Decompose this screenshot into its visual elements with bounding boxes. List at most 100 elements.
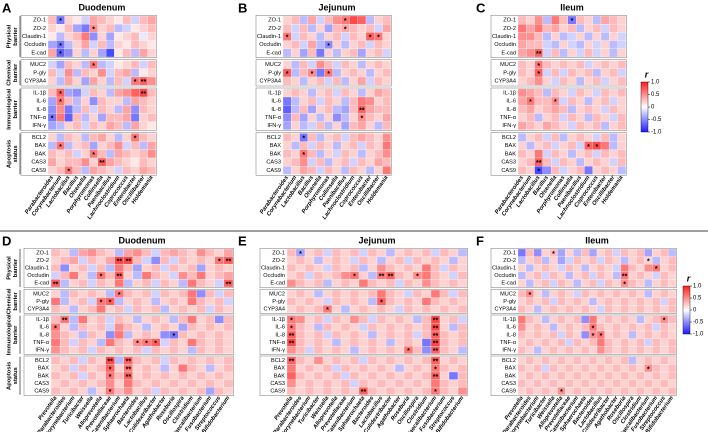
heatmap-cell — [331, 279, 342, 288]
significance-mark: ** — [536, 51, 542, 58]
heatmap-cell — [421, 315, 432, 324]
heatmap-cell — [141, 387, 152, 395]
heatmap-cell — [549, 364, 558, 373]
heatmap-cell — [581, 364, 590, 373]
significance-mark: * — [537, 63, 540, 70]
heatmap-cell — [358, 305, 369, 313]
heatmap-cell — [596, 371, 606, 380]
panel-letter: A — [2, 0, 12, 15]
heatmap-cell — [525, 338, 534, 347]
heatmap-cell — [581, 289, 590, 298]
heatmap-cell — [660, 371, 669, 380]
heatmap-cell — [282, 40, 292, 49]
row-label: IL-8 — [506, 332, 516, 338]
heatmap-cell — [316, 105, 325, 114]
heatmap-cell — [331, 338, 342, 347]
heatmap-cell — [295, 315, 306, 324]
heatmap-cell — [385, 305, 396, 313]
group-frame — [490, 14, 627, 58]
heatmap-cell — [644, 248, 653, 257]
heatmap-cell — [358, 315, 369, 324]
heatmap-cell — [331, 371, 342, 380]
heatmap-cell — [81, 24, 90, 33]
heatmap-cell — [542, 141, 552, 150]
heatmap-cell — [64, 141, 74, 150]
heatmap-cell — [541, 271, 550, 280]
heatmap-cell — [78, 379, 88, 388]
heatmap-cell — [114, 338, 124, 347]
heatmap-cell — [282, 113, 292, 122]
heatmap-cell — [439, 323, 450, 332]
heatmap-cell — [147, 68, 157, 78]
heatmap-cell — [169, 248, 179, 257]
heatmap-cell — [150, 371, 161, 380]
heatmap-cell — [448, 264, 459, 272]
heatmap-cell — [96, 323, 106, 332]
heatmap-cell — [549, 371, 558, 380]
heatmap-cell — [130, 48, 140, 58]
heatmap-cell — [412, 379, 423, 388]
heatmap-cell — [439, 356, 450, 365]
row-label: IL-6 — [39, 325, 49, 331]
heatmap-cell — [69, 248, 79, 257]
heatmap-cell — [617, 40, 627, 49]
heatmap-cell — [187, 356, 197, 365]
heatmap-cell — [600, 88, 610, 98]
heatmap-cell — [132, 271, 143, 280]
heatmap-cell — [376, 330, 387, 339]
heatmap-cell — [89, 105, 98, 114]
heatmap-cell — [374, 76, 383, 86]
heatmap-cell — [620, 338, 629, 347]
heatmap-cell — [376, 387, 387, 395]
heatmap-cell — [114, 105, 123, 114]
significance-mark: * — [286, 71, 289, 78]
heatmap-cell — [620, 297, 629, 306]
heatmap-cell — [525, 364, 534, 373]
heatmap-cell — [97, 96, 107, 106]
heatmap-cell — [223, 330, 234, 339]
heatmap-cell — [322, 279, 333, 288]
colorbar-tick-label: 0 — [651, 105, 655, 111]
row-label: IL-6 — [506, 325, 516, 331]
significance-mark: ** — [141, 91, 147, 98]
heatmap-cell — [667, 371, 677, 380]
heatmap-cell — [596, 264, 606, 272]
significance-mark: * — [311, 71, 314, 78]
heatmap-cell — [169, 305, 179, 313]
heatmap-cell — [72, 40, 82, 49]
heatmap-cell — [89, 141, 98, 150]
heatmap-cell — [349, 356, 360, 365]
heatmap-cell — [178, 256, 188, 265]
heatmap-cell — [439, 371, 450, 380]
heatmap-cell — [525, 371, 534, 380]
row-label: Claudin-1 — [25, 265, 49, 271]
heatmap-cell — [457, 323, 468, 332]
heatmap-cell — [652, 289, 661, 298]
heatmap-cell — [122, 133, 132, 142]
colorbar-tick-label: 0.5 — [693, 296, 702, 302]
heatmap-cell — [150, 279, 161, 288]
heatmap-cell — [178, 289, 188, 298]
heatmap-cell — [448, 364, 459, 373]
heatmap-cell — [96, 356, 106, 365]
heatmap-cell — [286, 289, 297, 298]
heatmap-cell — [123, 248, 134, 257]
heatmap-cell — [551, 157, 560, 167]
heatmap-cell — [612, 279, 621, 288]
heatmap-cell — [89, 96, 98, 106]
heatmap-cell — [322, 338, 333, 347]
heatmap-cell — [412, 264, 423, 272]
row-label: IL-1β — [33, 90, 46, 96]
heatmap-cell — [105, 271, 115, 280]
heatmap-cell — [313, 346, 324, 354]
heatmap-cell — [565, 279, 574, 288]
heatmap-cell — [50, 387, 61, 395]
heatmap-cell — [620, 330, 629, 339]
heatmap-cell — [307, 133, 317, 142]
row-label: TNF-α — [500, 340, 517, 346]
heatmap-cell — [394, 330, 405, 339]
heatmap-cell — [169, 346, 179, 354]
heatmap-cell — [123, 305, 134, 313]
row-label: E-cad — [266, 50, 281, 56]
